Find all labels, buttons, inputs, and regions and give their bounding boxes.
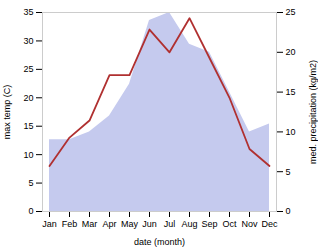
svg-text:15: 15 bbox=[286, 87, 296, 97]
svg-text:med. precipitation (kg/m2): med. precipitation (kg/m2) bbox=[308, 60, 318, 164]
svg-text:0: 0 bbox=[286, 206, 291, 216]
svg-text:Oct: Oct bbox=[222, 219, 237, 229]
svg-text:Apr: Apr bbox=[102, 219, 116, 229]
svg-text:15: 15 bbox=[23, 121, 33, 131]
svg-text:5: 5 bbox=[286, 167, 291, 177]
svg-text:Mar: Mar bbox=[82, 219, 98, 229]
svg-text:Jun: Jun bbox=[142, 219, 157, 229]
svg-text:35: 35 bbox=[23, 7, 33, 17]
svg-text:May: May bbox=[121, 219, 139, 229]
svg-text:max temp (C): max temp (C) bbox=[2, 85, 12, 140]
svg-text:Aug: Aug bbox=[181, 219, 197, 229]
svg-text:0: 0 bbox=[28, 206, 33, 216]
svg-text:date (month): date (month) bbox=[134, 237, 185, 247]
svg-text:25: 25 bbox=[286, 7, 296, 17]
svg-text:Jan: Jan bbox=[42, 219, 57, 229]
svg-text:20: 20 bbox=[23, 93, 33, 103]
svg-text:Nov: Nov bbox=[241, 219, 258, 229]
svg-text:30: 30 bbox=[23, 36, 33, 46]
svg-text:Jul: Jul bbox=[164, 219, 176, 229]
svg-text:5: 5 bbox=[28, 178, 33, 188]
svg-text:Feb: Feb bbox=[62, 219, 78, 229]
svg-text:Dec: Dec bbox=[261, 219, 278, 229]
svg-text:25: 25 bbox=[23, 64, 33, 74]
svg-text:20: 20 bbox=[286, 47, 296, 57]
svg-text:Sep: Sep bbox=[201, 219, 217, 229]
svg-text:10: 10 bbox=[23, 150, 33, 160]
svg-text:10: 10 bbox=[286, 127, 296, 137]
